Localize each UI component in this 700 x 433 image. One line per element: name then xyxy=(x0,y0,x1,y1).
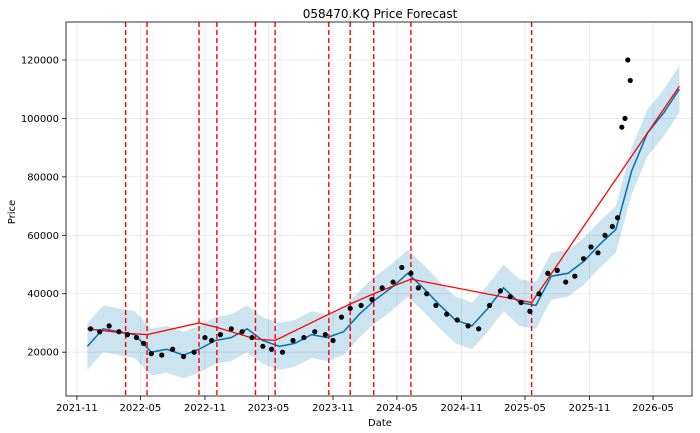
observed-point xyxy=(338,314,345,320)
observed-point xyxy=(379,285,385,291)
observed-point xyxy=(269,346,275,352)
observed-point xyxy=(595,250,601,256)
observed-point xyxy=(609,223,615,230)
uncertainty-band xyxy=(87,65,680,379)
observed-points-layer xyxy=(87,57,633,360)
observed-point xyxy=(148,351,154,357)
observed-point xyxy=(159,352,165,358)
observed-point xyxy=(140,340,147,347)
observed-point xyxy=(454,317,460,323)
y-tick-label: 80000 xyxy=(27,172,59,183)
observed-point xyxy=(408,270,414,276)
observed-point xyxy=(312,329,318,335)
x-tick-label: 2025-11 xyxy=(569,403,611,414)
observed-point xyxy=(433,302,439,309)
observed-point xyxy=(191,349,197,355)
y-tick-label: 60000 xyxy=(27,231,59,242)
observed-point xyxy=(180,353,187,360)
observed-point xyxy=(239,329,245,335)
observed-point xyxy=(249,334,255,341)
observed-point xyxy=(260,343,266,349)
observed-point xyxy=(527,308,533,314)
observed-point xyxy=(124,332,131,338)
observed-point xyxy=(518,299,524,306)
y-axis: 20000 40000 60000 80000 100000 120000 xyxy=(21,55,66,359)
observed-point xyxy=(588,244,594,250)
observed-point xyxy=(133,334,140,341)
x-tick-label: 2025-05 xyxy=(504,403,546,414)
observed-point xyxy=(209,337,215,344)
observed-point xyxy=(116,329,122,335)
uncertainty-band-layer xyxy=(87,65,680,379)
y-tick-label: 120000 xyxy=(21,55,59,66)
observed-point xyxy=(347,305,353,311)
y-tick-label: 40000 xyxy=(27,289,59,300)
observed-point xyxy=(106,323,112,329)
grid xyxy=(66,22,692,396)
observed-point xyxy=(476,326,482,332)
observed-point xyxy=(444,311,450,317)
changepoint-layer xyxy=(124,22,533,396)
x-axis-title: Date xyxy=(368,418,392,429)
observed-point xyxy=(97,329,103,335)
observed-point xyxy=(322,332,328,338)
observed-point xyxy=(572,273,578,279)
observed-point xyxy=(228,326,234,332)
x-tick-label: 2024-05 xyxy=(376,403,418,414)
observed-point xyxy=(627,77,633,84)
observed-point xyxy=(290,337,296,344)
observed-point xyxy=(202,334,208,341)
observed-point xyxy=(415,285,421,291)
x-tick-label: 2026-05 xyxy=(632,403,674,414)
observed-point xyxy=(465,323,471,329)
observed-point xyxy=(602,232,608,238)
observed-point xyxy=(358,302,364,309)
observed-point xyxy=(563,279,569,285)
observed-point xyxy=(580,256,587,262)
observed-point xyxy=(486,302,493,309)
x-tick-label: 2023-11 xyxy=(312,403,354,414)
observed-point xyxy=(170,346,176,352)
observed-point xyxy=(399,264,405,271)
observed-point xyxy=(554,267,560,273)
observed-point xyxy=(536,291,542,297)
observed-point xyxy=(615,215,621,221)
observed-point xyxy=(545,270,551,276)
x-tick-label: 2021-11 xyxy=(56,403,98,414)
x-axis: 2021-11 2022-05 2022-11 2023-05 2023-11 2024-… xyxy=(56,396,674,414)
y-axis-title: Price xyxy=(7,200,18,224)
observed-point xyxy=(301,334,307,341)
observed-point xyxy=(424,291,430,297)
observed-point xyxy=(217,332,223,338)
observed-point xyxy=(369,296,375,303)
x-tick-label: 2022-11 xyxy=(184,403,226,414)
observed-point xyxy=(497,288,504,294)
plot-frame xyxy=(65,21,693,397)
trend-line xyxy=(87,85,680,342)
y-tick-label: 20000 xyxy=(27,348,59,359)
forecast-line-layer xyxy=(86,88,680,356)
observed-point xyxy=(625,57,631,63)
x-tick-label: 2023-05 xyxy=(248,403,290,414)
trend-line-layer xyxy=(87,85,680,342)
observed-point xyxy=(87,326,94,332)
observed-point xyxy=(622,115,628,122)
observed-point xyxy=(507,294,513,300)
observed-point xyxy=(330,337,336,344)
x-tick-label: 2022-05 xyxy=(119,403,161,414)
observed-point xyxy=(279,349,286,355)
forecast-line xyxy=(86,88,680,356)
y-tick-label: 100000 xyxy=(21,114,59,125)
observed-point xyxy=(390,279,396,285)
chart-title: 058470.KQ Price Forecast xyxy=(303,7,458,21)
observed-point xyxy=(619,124,625,130)
x-tick-label: 2024-11 xyxy=(441,403,483,414)
